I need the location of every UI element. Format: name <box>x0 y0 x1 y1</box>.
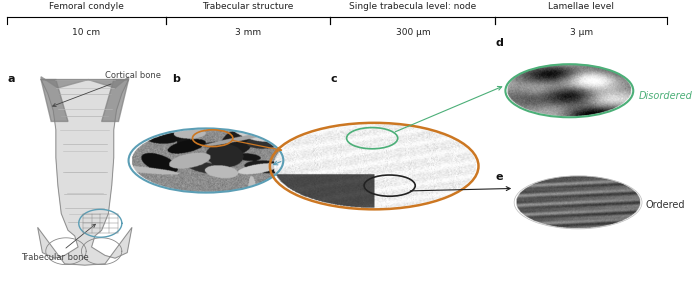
Text: e: e <box>496 172 503 182</box>
Text: Femoral condyle: Femoral condyle <box>49 2 124 11</box>
Text: 3 μm: 3 μm <box>570 28 593 37</box>
Text: 3 mm: 3 mm <box>235 28 261 37</box>
Text: Trabecular structure: Trabecular structure <box>202 2 294 11</box>
Text: Trabecular bone: Trabecular bone <box>21 224 95 262</box>
Text: Cortical bone: Cortical bone <box>52 71 161 106</box>
Text: Disordered: Disordered <box>638 91 692 101</box>
Text: 300 μm: 300 μm <box>395 28 430 37</box>
Polygon shape <box>41 77 129 88</box>
Text: a: a <box>8 74 15 84</box>
Text: c: c <box>330 74 337 84</box>
Text: d: d <box>496 38 503 48</box>
Polygon shape <box>102 80 129 122</box>
Text: Lamellae level: Lamellae level <box>548 2 614 11</box>
Text: Ordered: Ordered <box>645 200 685 210</box>
Polygon shape <box>38 80 132 265</box>
Text: b: b <box>172 74 180 84</box>
Text: Single trabecula level: node: Single trabecula level: node <box>349 2 477 11</box>
Text: 10 cm: 10 cm <box>72 28 101 37</box>
Polygon shape <box>41 80 68 122</box>
